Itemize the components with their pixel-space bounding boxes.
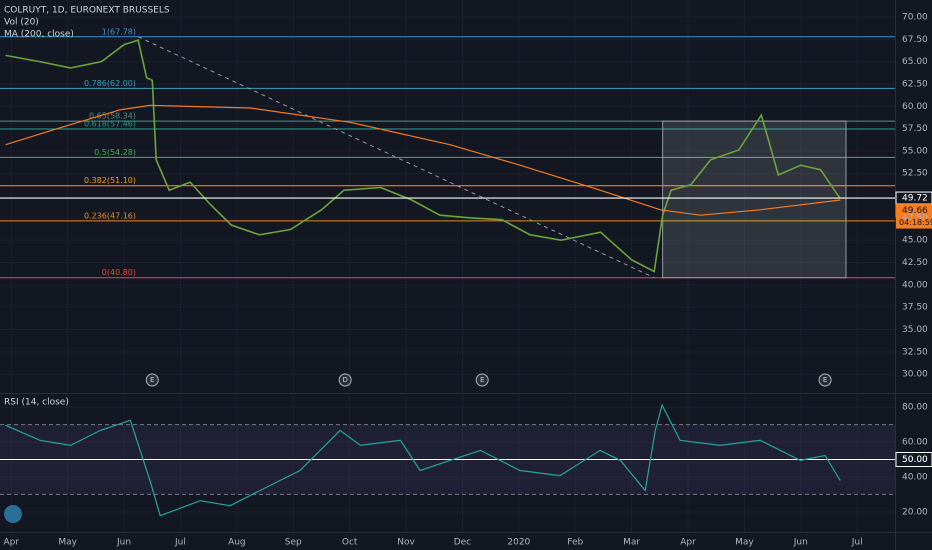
x-tick-label: Apr (3, 538, 19, 548)
y-tick-label: 42.50 (902, 258, 928, 268)
event-label: D (342, 376, 347, 384)
price-marker (895, 191, 932, 205)
y-tick-label: 35.00 (902, 325, 928, 335)
x-tick-label: Aug (228, 538, 246, 548)
x-tick-label: May (735, 538, 754, 548)
x-tick-label: Feb (567, 538, 583, 548)
indicator-label: Vol (20) (4, 18, 39, 28)
y-tick-label: 67.50 (902, 35, 928, 45)
event-marker (338, 373, 352, 387)
fib-label: 0.65(58.34) (89, 112, 136, 121)
x-tick-label: Jun (116, 538, 131, 548)
x-tick-label: Apr (680, 538, 696, 548)
countdown-box (896, 216, 932, 229)
series-line (5, 403, 841, 517)
event-marker (145, 373, 159, 387)
y-tick-label: 40.00 (902, 280, 928, 290)
trend-line (137, 36, 655, 279)
fib-label: 0(40.80) (102, 268, 136, 277)
y-tick-label: 57.50 (902, 124, 928, 134)
symbol-title: COLRUYT, 1D, EURONEXT BRUSSELS (4, 6, 170, 16)
y-tick-label: 40.00 (902, 472, 928, 482)
y-tick-label: 20.00 (902, 507, 928, 517)
x-tick-label: Jul (174, 538, 186, 548)
x-tick-label: Jun (793, 538, 808, 548)
y-tick-label: 80.00 (902, 403, 928, 413)
x-tick-label: Oct (342, 538, 358, 548)
price-marker-label: 49.72 (902, 194, 928, 204)
fib-label: 1(67.78) (102, 27, 136, 36)
y-tick-label: 37.50 (902, 303, 928, 313)
rsi-mid-box (895, 452, 932, 468)
y-tick-label: 65.00 (902, 57, 928, 67)
x-tick-label: 2020 (507, 538, 530, 548)
fib-label: 0.786(62.00) (84, 79, 136, 88)
y-tick-label: 32.50 (902, 347, 928, 357)
x-tick-label: Sep (285, 538, 302, 548)
logo[interactable] (4, 505, 22, 523)
y-tick-label: 62.50 (902, 79, 928, 89)
indicator-label: MA (200, close) (4, 30, 74, 40)
y-tick-label: 60.00 (902, 102, 928, 112)
y-tick-label: 60.00 (902, 438, 928, 448)
event-label: E (150, 376, 154, 384)
x-tick-label: Mar (623, 538, 640, 548)
y-tick-label: 30.00 (902, 370, 928, 380)
y-tick-label: 70.00 (902, 12, 928, 22)
event-marker (475, 373, 489, 387)
fib-label: 0.5(54.28) (94, 148, 136, 157)
x-tick-label: Dec (454, 538, 471, 548)
x-tick-label: Jul (851, 538, 863, 548)
range-box (662, 120, 847, 279)
fib-label: 0.236(47.16) (84, 211, 136, 220)
x-tick-label: May (58, 538, 77, 548)
y-tick-label: 55.00 (902, 146, 928, 156)
countdown: 04:18:59 (899, 218, 932, 227)
event-marker (818, 373, 832, 387)
fib-label: 0.382(51.10) (84, 176, 136, 185)
fib-label: 0.618(57.46) (84, 119, 136, 128)
plot: 1(67.78) 0.786(62.00) 0.65(58.34)0.618(57.… (0, 27, 932, 517)
y-tick-label: 52.50 (902, 169, 928, 179)
y-tick-label: 50.00 (902, 455, 928, 465)
x-tick-label: Nov (397, 538, 415, 548)
y-tick-label: 47.50 (902, 213, 928, 223)
indicator-label: RSI (14, close) (4, 398, 69, 408)
event-label: E (480, 376, 484, 384)
event-label: E (823, 376, 827, 384)
rsi-mid-label: 50.00 (902, 455, 928, 465)
series-line (5, 39, 841, 273)
y-tick-label: 45.00 (902, 236, 928, 246)
series-line (5, 104, 841, 216)
price-marker-label: 49.66 (902, 206, 928, 216)
